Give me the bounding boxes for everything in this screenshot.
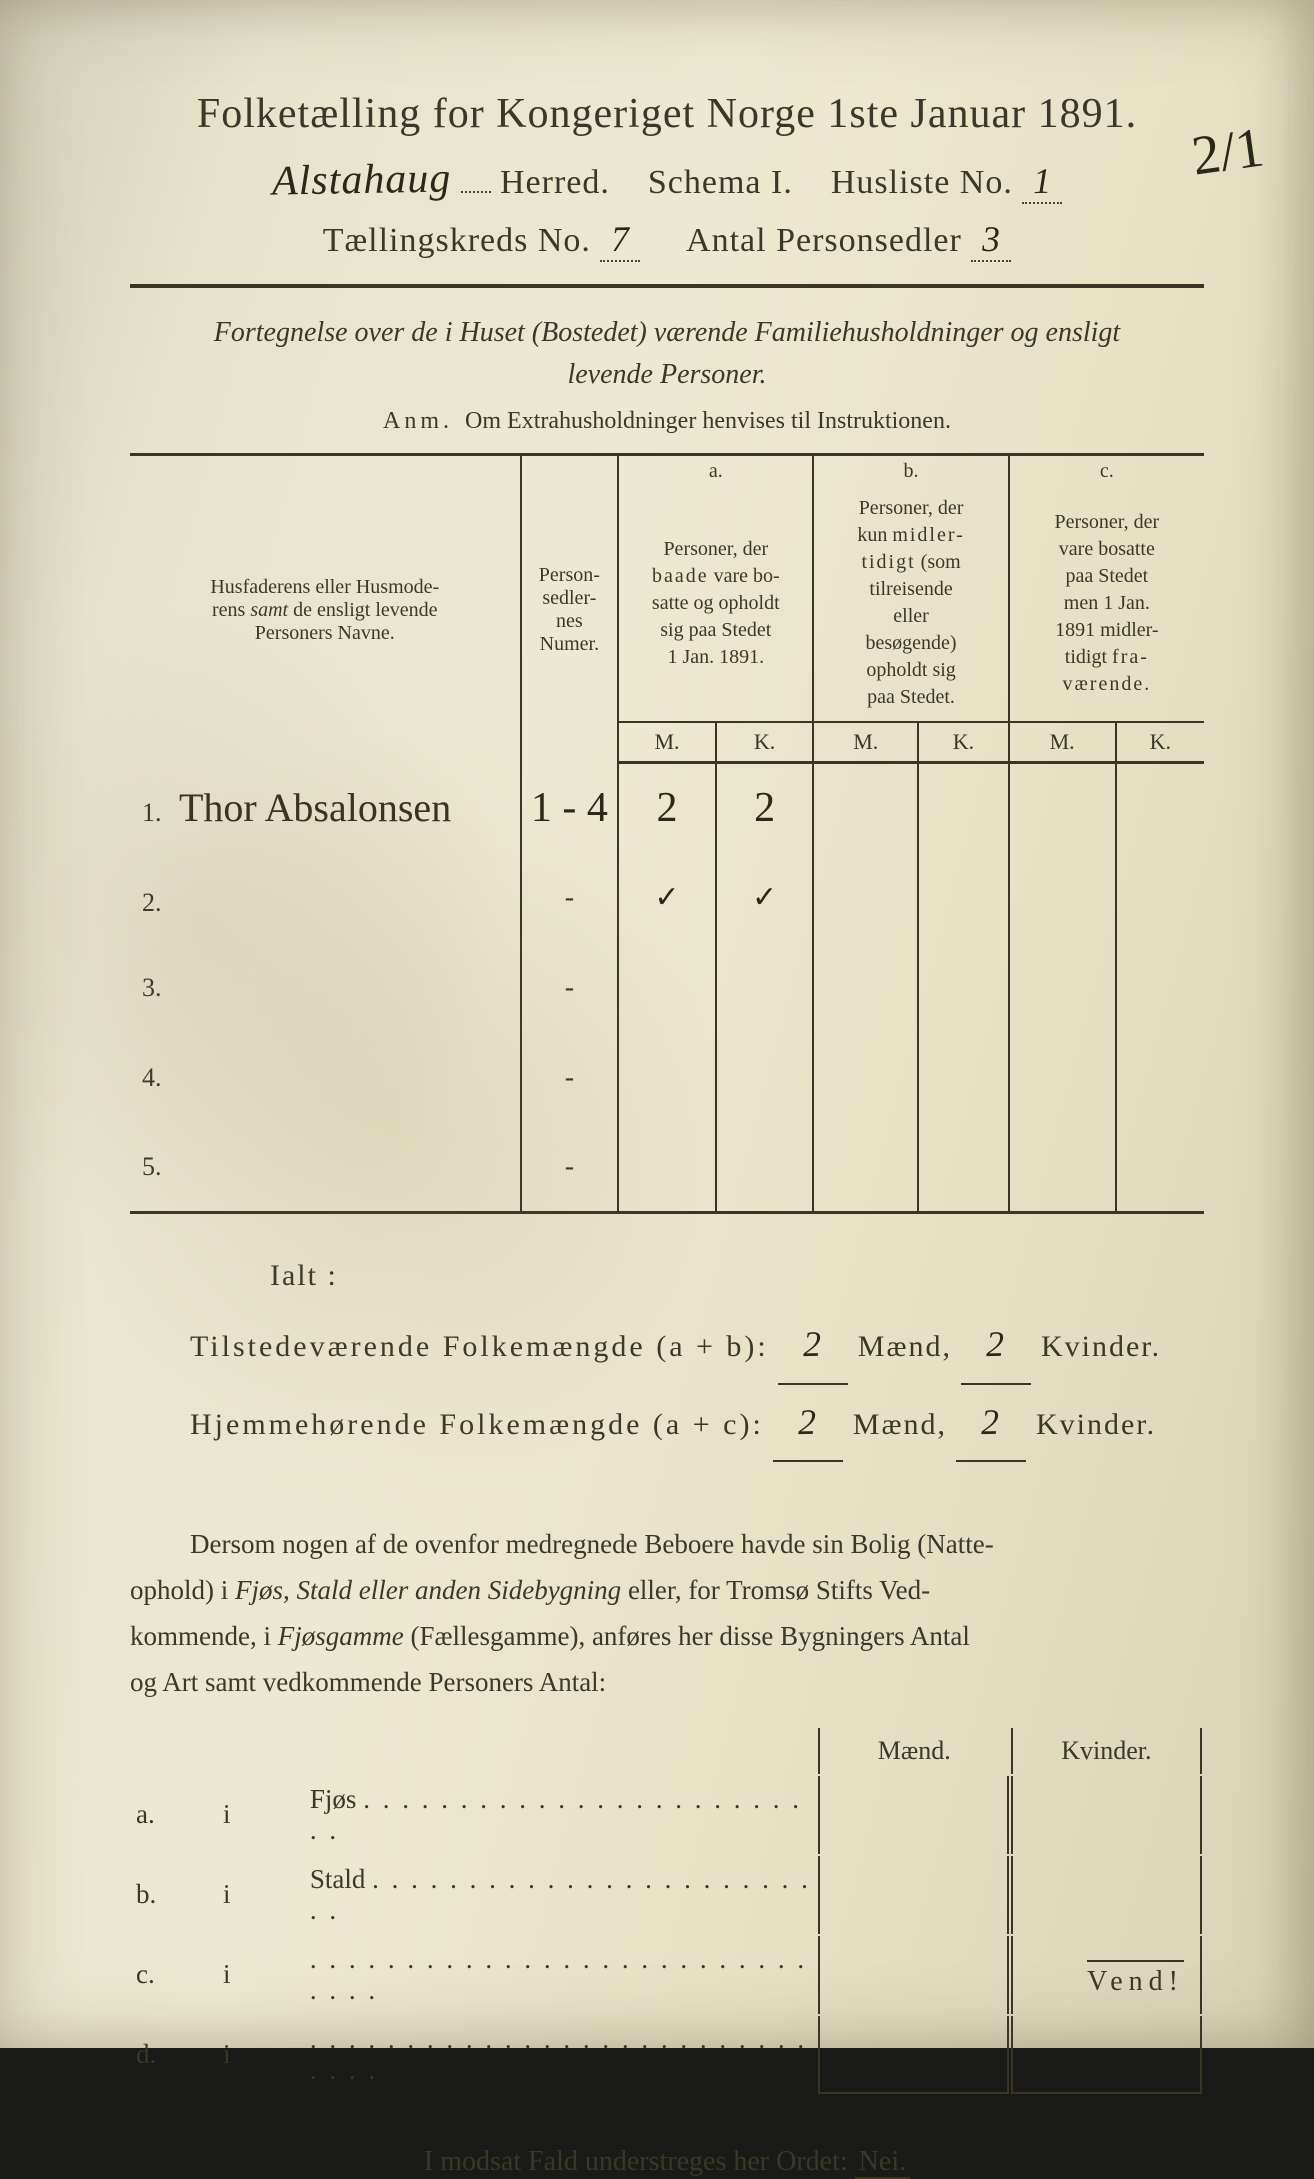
dwelling-table: Mænd. Kvinder. a.i Fjøs . . . . . . . . … [130,1726,1204,2096]
personsedler-no: 3 [981,218,1001,260]
personsedler-label: Antal Personsedler [686,222,962,259]
table-row: 3. - [130,943,1204,1033]
col-numer-header: Person-sedler-nesNumer. [539,564,600,655]
anm-note: Anm. Om Extrahusholdninger henvises til … [130,408,1204,435]
hjemme-label: Hjemmehørende Folkemængde (a + c): [190,1408,764,1441]
col-a-label: a. [618,455,813,486]
tilstede-k: 2 [986,1307,1007,1383]
col-a-k: K. [716,722,814,763]
totals-block: Ialt : Tilstedeværende Folkemængde (a + … [130,1244,1204,1462]
col-a-text: Personer, derbaade vare bo-satte og opho… [652,538,780,668]
col-c-text: Personer, dervare bosattepaa Stedetmen 1… [1054,511,1159,695]
col-b-k: K. [918,722,1009,763]
table-row: 1. Thor Absalonsen 1 - 4 2 2 [130,763,1204,853]
tilstede-m: 2 [803,1307,824,1383]
herred-label: Herred. [500,164,610,201]
census-form-page: 2/1 Folketælling for Kongeriget Norge 1s… [0,0,1314,2048]
footer-nei: I modsat Fald understreges her Ordet: Ne… [130,2146,1204,2178]
sub-kvinder: Kvinder. [1011,1728,1202,1774]
main-census-table: Husfaderens eller Husmode-rens samt de e… [130,453,1204,1214]
sub-row: a.i Fjøs . . . . . . . . . . . . . . . .… [132,1776,1202,1854]
main-title: Folketælling for Kongeriget Norge 1ste J… [130,90,1204,138]
herred-name-handwritten: Alstahaug [271,154,451,205]
husliste-label: Husliste No. [831,164,1013,201]
col-b-text: Personer, derkun midler-tidigt (somtilre… [857,497,964,708]
table-row: 2. - ✓ ✓ [130,853,1204,943]
kreds-label: Tællingskreds No. [323,222,591,259]
col-c-k: K. [1116,722,1204,763]
col-b-label: b. [813,455,1008,486]
table-row: 5. - [130,1123,1204,1213]
husliste-no: 1 [1032,160,1052,202]
sub-row: d.i . . . . . . . . . . . . . . . . . . … [132,2016,1202,2094]
col-b-m: M. [813,722,918,763]
col-c-m: M. [1009,722,1116,763]
col-names-header: Husfaderens eller Husmode-rens samt de e… [210,576,439,644]
hjemme-m: 2 [798,1384,819,1460]
divider-top [130,284,1204,288]
ialt-label: Ialt : [190,1244,1204,1307]
dwelling-paragraph: Dersom nogen af de ovenfor medregnede Be… [130,1522,1204,1706]
vendi-label: Vend! [1087,1960,1184,1998]
hjemme-k: 2 [981,1384,1002,1460]
tilstede-label: Tilstedeværende Folkemængde (a + b): [190,1330,769,1363]
schema-label: Schema I. [648,164,793,201]
header-line-2: Alstahaug Herred. Schema I. Husliste No.… [130,156,1204,204]
header-line-3: Tællingskreds No. 7 Antal Personsedler 3 [130,218,1204,262]
margin-annotation: 2/1 [1188,115,1268,188]
sub-row: b.i Stald . . . . . . . . . . . . . . . … [132,1856,1202,1934]
col-c-label: c. [1009,455,1204,486]
col-a-m: M. [618,722,716,763]
person-name: Thor Absalonsen [179,785,451,830]
table-row: 4. - [130,1033,1204,1123]
subtitle: Fortegnelse over de i Huset (Bostedet) v… [130,312,1204,396]
sub-row: c.i . . . . . . . . . . . . . . . . . . … [132,1936,1202,2014]
kreds-no: 7 [611,218,631,260]
sub-maend: Mænd. [818,1728,1009,1774]
